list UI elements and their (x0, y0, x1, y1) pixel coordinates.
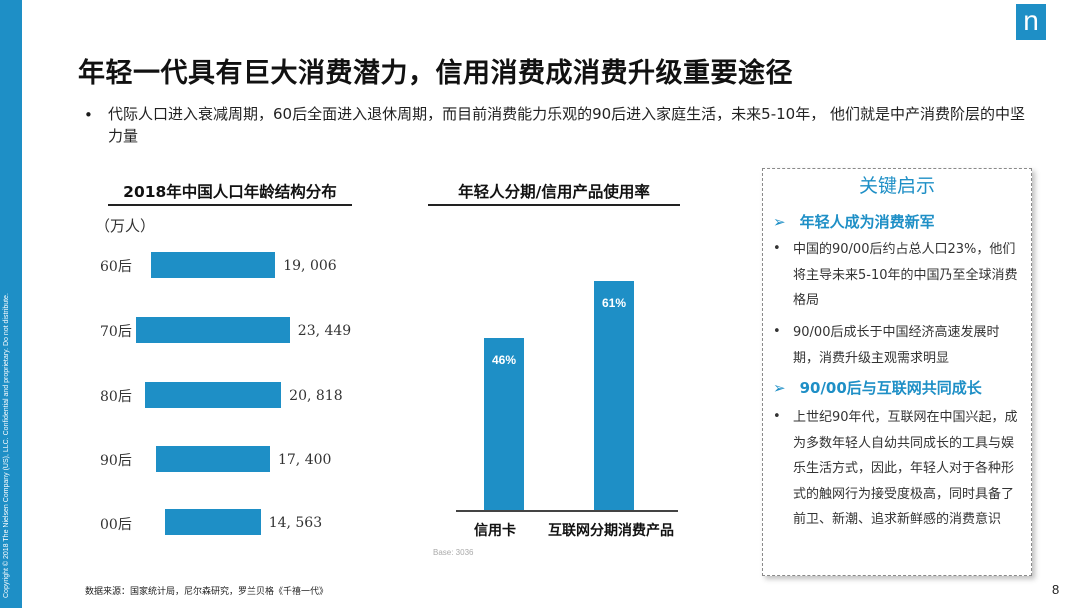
pop-bar (136, 317, 290, 343)
pop-bar (165, 509, 261, 535)
nielsen-logo: n (1016, 4, 1046, 40)
key-insight-box: 关键启示 ➢ 年轻人成为消费新军 • 中国的90/00后约占总人口23%，他们将主… (762, 168, 1032, 576)
usage-value-label: 61% (601, 296, 627, 311)
base-size-note: Base: 3036 (433, 548, 474, 557)
insight-bullet-dot: • (773, 409, 781, 424)
pop-value-label: 20, 818 (289, 388, 343, 404)
usage-value-label: 46% (491, 352, 517, 367)
pop-bar (144, 382, 282, 408)
slide-title: 年轻一代具有巨大消费潜力，信用消费成消费升级重要途径 (78, 58, 793, 89)
population-chart-title: 2018年中国人口年龄结构分布 (123, 183, 337, 201)
arrow-bullet-icon: ➢ (773, 379, 786, 397)
copyright-notice: Copyright © 2018 The Nielsen Company (US… (3, 293, 10, 598)
intro-bullet: • (84, 106, 93, 124)
pop-value-label: 14, 563 (268, 515, 323, 531)
page-number: 8 (1052, 582, 1060, 597)
pop-value-label: 19, 006 (283, 258, 337, 274)
insight-bullet: 中国的90/00后约占总人口23%，他们将主导未来5-10年的中国乃至全球消费格… (793, 242, 1018, 308)
pop-category-label: 70后 (100, 324, 132, 340)
pop-bar (156, 446, 270, 472)
insight-bullet-dot: • (773, 241, 781, 256)
population-title-underline (108, 204, 352, 206)
insight-heading-text: 90/00后与互联网共同成长 (799, 379, 982, 397)
pop-category-label: 00后 (100, 517, 132, 533)
usage-category-label: 信用卡 (474, 523, 516, 539)
insight-bullet-dot: • (773, 324, 781, 339)
pop-category-label: 90后 (100, 453, 132, 469)
insight-heading-text: 年轻人成为消费新军 (799, 213, 935, 231)
usage-axis-baseline (456, 510, 678, 512)
insight-heading: ➢ 年轻人成为消费新军 (773, 211, 935, 232)
usage-title-underline (428, 204, 680, 206)
pop-category-label: 60后 (100, 259, 132, 275)
population-unit: （万人） (95, 217, 156, 235)
usage-bar (484, 337, 524, 510)
data-source-footnote: 数据来源：国家统计局，尼尔森研究，罗兰贝格《千禧一代》 (85, 587, 329, 597)
pop-value-label: 17, 400 (277, 452, 332, 468)
insight-heading: ➢ 90/00后与互联网共同成长 (773, 377, 982, 398)
usage-category-label: 互联网分期消费产品 (548, 523, 674, 539)
pop-value-label: 23, 449 (297, 323, 352, 339)
arrow-bullet-icon: ➢ (773, 213, 786, 231)
insight-title: 关键启示 (858, 175, 935, 197)
insight-bullet: 上世纪90年代，互联网在中国兴起，成为多数年轻人自幼共同成长的工具与娱乐生活方式… (793, 410, 1018, 527)
intro-text: 代际人口进入衰减周期，60后全面进入退休周期，而目前消费能力乐观的90后进入家庭… (108, 105, 1025, 145)
usage-bar (594, 281, 634, 510)
pop-category-label: 80后 (100, 389, 132, 405)
insight-bullet: 90/00后成长于中国经济高速发展时期，消费升级主观需求明显 (793, 325, 1000, 366)
pop-bar (150, 252, 276, 278)
usage-chart-title: 年轻人分期/信用产品使用率 (458, 183, 650, 201)
left-accent-bar: Copyright © 2018 The Nielsen Company (US… (0, 0, 22, 608)
